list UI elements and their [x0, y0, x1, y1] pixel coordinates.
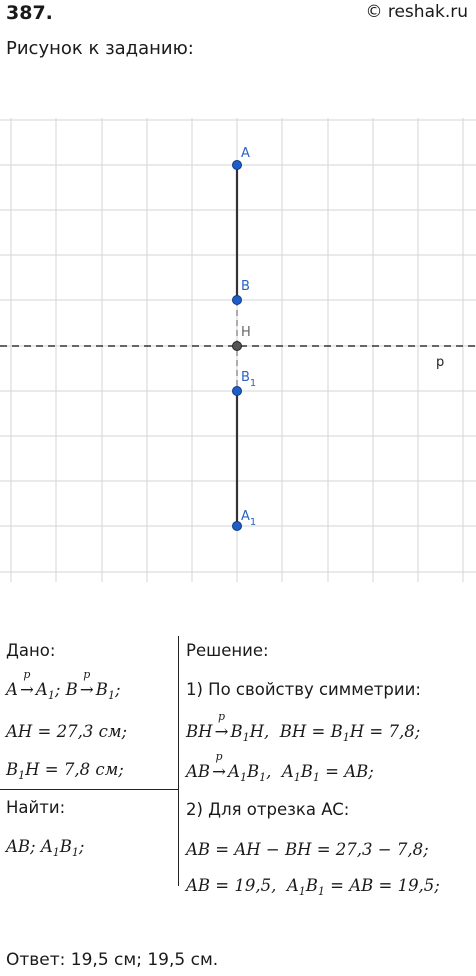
figure-caption: Рисунок к заданию: — [6, 38, 194, 59]
given-b1h: B1H = 7,8 см; — [6, 760, 124, 782]
answer: Ответ: 19,5 см; 19,5 см. — [6, 950, 219, 970]
label-h: H — [241, 325, 251, 340]
solution-step2: 2) Для отрезка AC: — [186, 800, 350, 819]
site-name: © reshak.ru — [365, 2, 468, 22]
geometry-figure: p A B H B1 A1 — [0, 118, 476, 582]
point-a1 — [232, 521, 242, 531]
point-b — [232, 295, 242, 305]
label-b1: B1 — [241, 370, 256, 389]
solution-step1: 1) По свойству симметрии: — [186, 680, 421, 699]
point-b1 — [232, 386, 242, 396]
solution-line1: BH p → B1H, BH = B1H = 7,8; — [186, 710, 421, 744]
given-title: Дано: — [6, 641, 56, 660]
problem-number: 387. — [6, 2, 53, 24]
solution-title: Решение: — [186, 641, 269, 660]
find-items: AB; A1B1; — [6, 837, 85, 859]
point-h — [232, 341, 242, 351]
solution-line4: AB = 19,5, A1B1 = AB = 19,5; — [186, 876, 440, 898]
column-divider — [178, 636, 179, 886]
line-label-p: p — [436, 355, 444, 370]
label-b: B — [241, 279, 250, 294]
label-a1: A1 — [241, 509, 256, 528]
point-a — [232, 160, 242, 170]
given-ah: AH = 27,3 см; — [6, 722, 128, 741]
find-title: Найти: — [6, 798, 66, 817]
find-divider — [0, 789, 178, 790]
solution-line2: AB p → A1B1, A1B1 = AB; — [186, 750, 374, 784]
label-a: A — [241, 146, 250, 161]
solution-line3: AB = AH − BH = 27,3 − 7,8; — [186, 840, 429, 859]
